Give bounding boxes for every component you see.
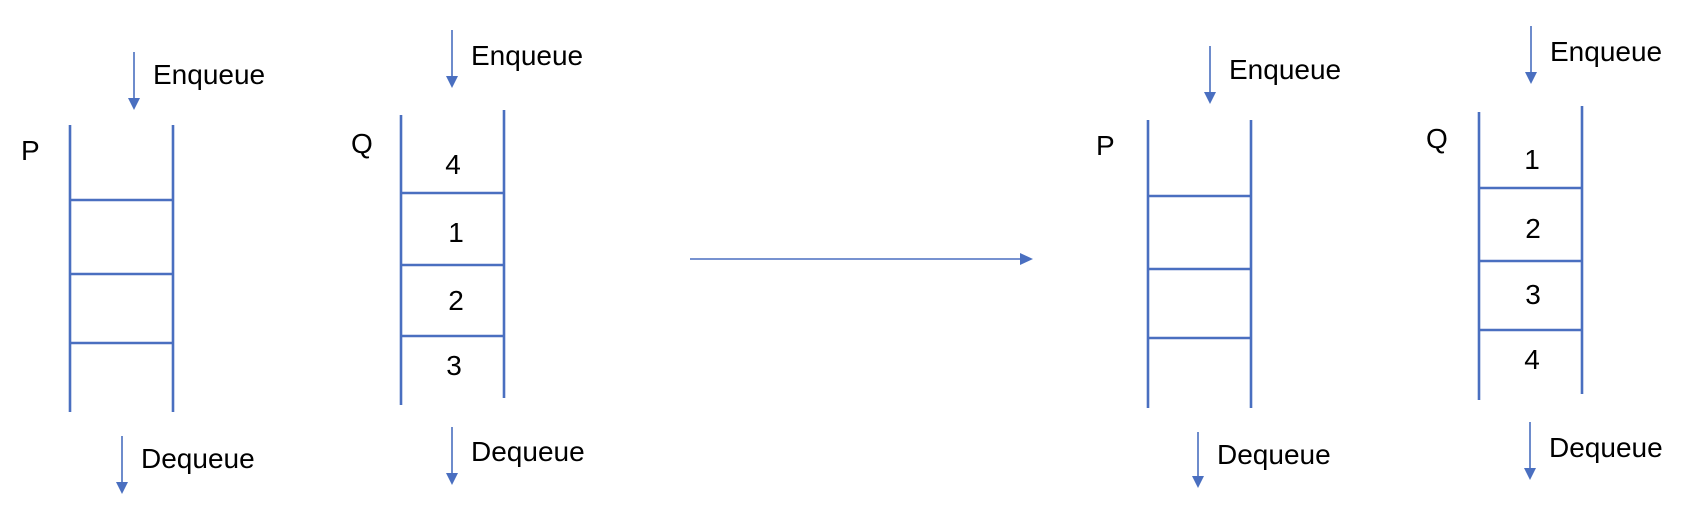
queue-name-label: Q [1426,123,1448,154]
dequeue-label: Dequeue [1217,439,1331,470]
enqueue-arrow-head [128,98,140,110]
enqueue-arrow-head [446,76,458,88]
before-queue-q: Enqueue Q 4 1 2 3 Dequeue [351,30,585,485]
queue-name-label: Q [351,128,373,159]
queue-slot: 1 [448,217,464,248]
dequeue-arrow-head [116,482,128,494]
enqueue-label: Enqueue [1550,36,1662,67]
arrow-right-icon [1020,253,1033,265]
enqueue-arrow-head [1525,72,1537,84]
queue-slot: 4 [1524,344,1540,375]
enqueue-label: Enqueue [471,40,583,71]
queue-slot: 3 [446,350,462,381]
transition-arrow [690,253,1033,265]
queue-slot: 4 [445,149,461,180]
queue-slot: 3 [1525,279,1541,310]
queue-slot: 2 [448,285,464,316]
before-queue-p: Enqueue P Dequeue [21,52,265,494]
dequeue-arrow-head [1192,476,1204,488]
dequeue-label: Dequeue [471,436,585,467]
enqueue-label: Enqueue [1229,54,1341,85]
after-queue-q: Enqueue Q 1 2 3 4 Dequeue [1426,26,1663,480]
enqueue-arrow-head [1204,92,1216,104]
dequeue-label: Dequeue [141,443,255,474]
queue-slot: 2 [1525,213,1541,244]
queue-slot: 1 [1524,144,1540,175]
queue-name-label: P [1096,130,1115,161]
dequeue-arrow-head [1524,468,1536,480]
dequeue-label: Dequeue [1549,432,1663,463]
enqueue-label: Enqueue [153,59,265,90]
queue-name-label: P [21,135,40,166]
after-queue-p: Enqueue P Dequeue [1096,46,1341,488]
dequeue-arrow-head [446,473,458,485]
